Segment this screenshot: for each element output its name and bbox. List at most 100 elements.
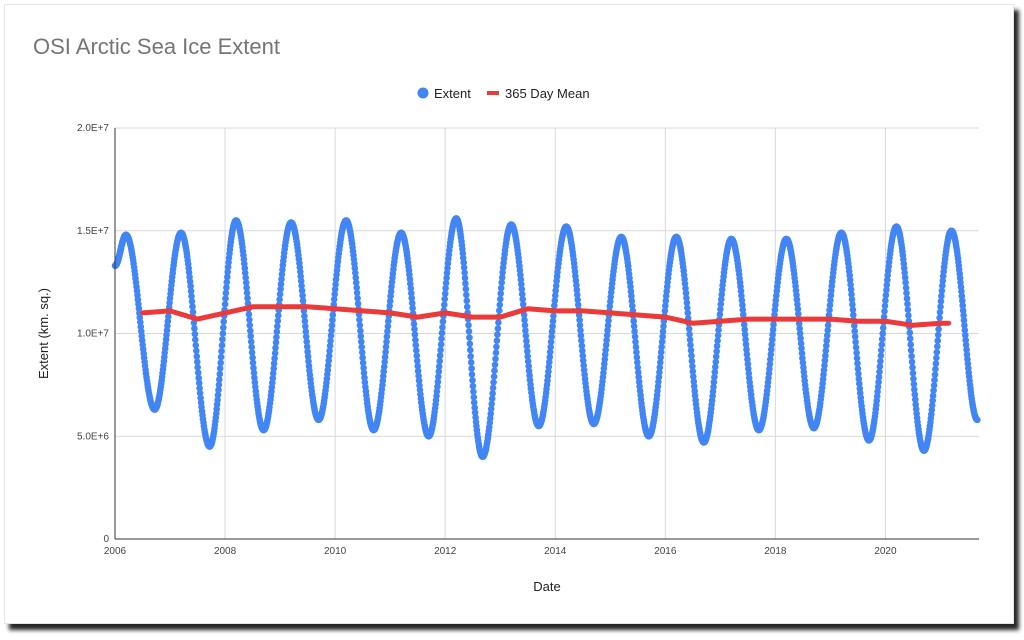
extent-point [883,286,890,294]
extent-point [247,338,255,346]
extent-point [490,373,498,380]
extent-point [689,363,696,370]
extent-point [492,355,499,363]
extent-point [188,292,195,300]
extent-point [435,363,443,370]
extent-point [413,357,421,365]
extent-point [714,337,721,345]
extent-point [635,369,642,376]
extent-point [325,357,333,365]
extent-point [740,311,747,319]
extent-point [189,308,197,316]
extent-point [602,341,610,349]
extent-point [521,316,528,324]
extent-point [632,343,640,351]
extent-point [524,358,532,365]
chart-legend: Extent 365 Day Mean [417,86,590,101]
extent-point [408,294,416,302]
extent-point [360,369,368,377]
extent-point [380,363,388,371]
extent-point [905,312,912,319]
extent-point [655,373,663,381]
extent-point [467,353,475,360]
extent-point [460,264,468,271]
extent-point [856,380,863,388]
extent-point [434,378,442,386]
extent-point [471,409,479,416]
extent-point [578,342,586,350]
extent-point [933,348,941,356]
extent-point [247,332,254,340]
extent-point [216,376,223,383]
x-tick-label: 2008 [214,546,237,557]
extent-point [798,345,805,352]
extent-point [194,358,201,366]
extent-point [192,342,200,349]
extent-point [821,357,829,364]
extent-point [489,384,497,392]
extent-point [467,346,474,354]
extent-point [522,327,529,334]
extent-point [552,287,559,294]
chart-title: OSI Arctic Sea Ice Extent [33,34,280,59]
extent-point [297,277,305,285]
extent-point [714,332,722,339]
extent-point [962,331,969,339]
extent-point [352,269,359,277]
extent-point [327,332,335,340]
extent-point [298,287,306,295]
extent-point [441,290,449,298]
extent-point [879,330,886,337]
extent-point [272,344,279,352]
extent-point [929,397,936,404]
extent-point [797,340,805,347]
extent-point [488,400,496,408]
extent-point [823,332,831,339]
extent-point [302,328,310,335]
extent-point [326,347,333,355]
extent-point [847,286,855,293]
extent-point [934,343,941,350]
extent-point [766,360,774,368]
extent-point [848,296,856,303]
extent-point [961,322,968,329]
extent-point [441,301,448,309]
extent-point [412,336,419,344]
extent-point [934,337,941,345]
extent-point [876,368,883,376]
extent-point [523,342,531,350]
extent-point [328,322,336,329]
extent-point [332,281,339,288]
extent-point [489,390,496,397]
extent-point [413,352,421,360]
extent-point [193,347,200,355]
extent-point [249,359,257,367]
extent-point [909,369,917,377]
extent-point [465,321,472,329]
extent-point [682,289,690,297]
extent-point [330,296,338,303]
grid-layer [115,127,979,539]
extent-point [413,347,420,354]
extent-point [461,274,469,282]
extent-point [487,405,495,413]
extent-point [906,329,914,337]
extent-point [352,279,360,287]
extent-point [602,346,609,354]
extent-point [882,291,890,299]
extent-point [656,369,663,376]
extent-point [407,285,415,292]
extent-point [659,333,666,340]
extent-point [409,304,416,312]
extent-point [711,368,719,376]
extent-point [222,289,230,297]
extent-point [218,347,225,355]
extent-point [274,317,282,325]
extent-point [469,382,477,390]
extent-point [633,354,641,361]
extent-point [715,326,722,334]
extent-point [933,354,940,362]
extent-point [436,357,444,365]
extent-point [358,343,366,351]
extent-point [874,388,881,396]
